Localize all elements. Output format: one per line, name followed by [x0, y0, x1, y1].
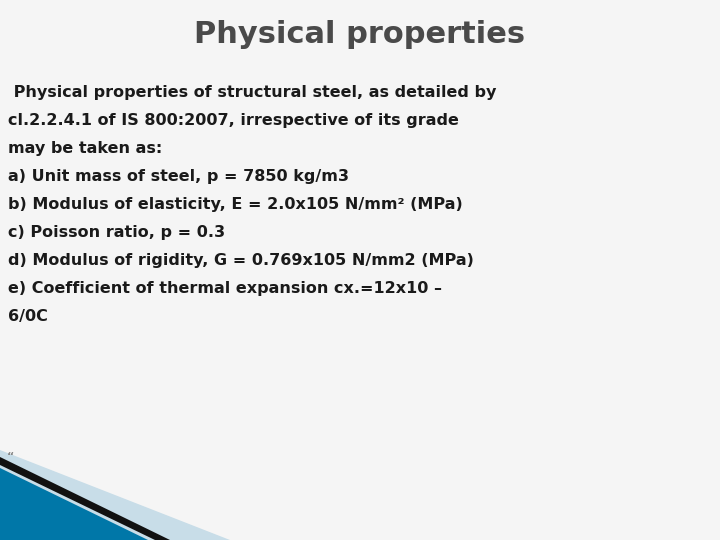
Text: cl.2.2.4.1 of IS 800:2007, irrespective of its grade: cl.2.2.4.1 of IS 800:2007, irrespective … — [8, 113, 459, 128]
Polygon shape — [0, 457, 170, 540]
Text: Physical properties: Physical properties — [194, 20, 526, 49]
Text: 6/0C: 6/0C — [8, 309, 48, 324]
Text: Physical properties of structural steel, as detailed by: Physical properties of structural steel,… — [8, 85, 496, 100]
Text: d) Modulus of rigidity, G = 0.769x105 N/mm2 (MPa): d) Modulus of rigidity, G = 0.769x105 N/… — [8, 253, 474, 268]
Text: e) Coefficient of thermal expansion cx.=12x10 –: e) Coefficient of thermal expansion cx.=… — [8, 281, 442, 296]
Text: a) Unit mass of steel, p = 7850 kg/m3: a) Unit mass of steel, p = 7850 kg/m3 — [8, 169, 349, 184]
Polygon shape — [0, 450, 230, 540]
Polygon shape — [0, 468, 148, 540]
Text: may be taken as:: may be taken as: — [8, 141, 162, 156]
Text: c) Poisson ratio, p = 0.3: c) Poisson ratio, p = 0.3 — [8, 225, 225, 240]
Text: b) Modulus of elasticity, E = 2.0x105 N/mm² (MPa): b) Modulus of elasticity, E = 2.0x105 N/… — [8, 197, 463, 212]
Text: “: “ — [7, 452, 14, 462]
